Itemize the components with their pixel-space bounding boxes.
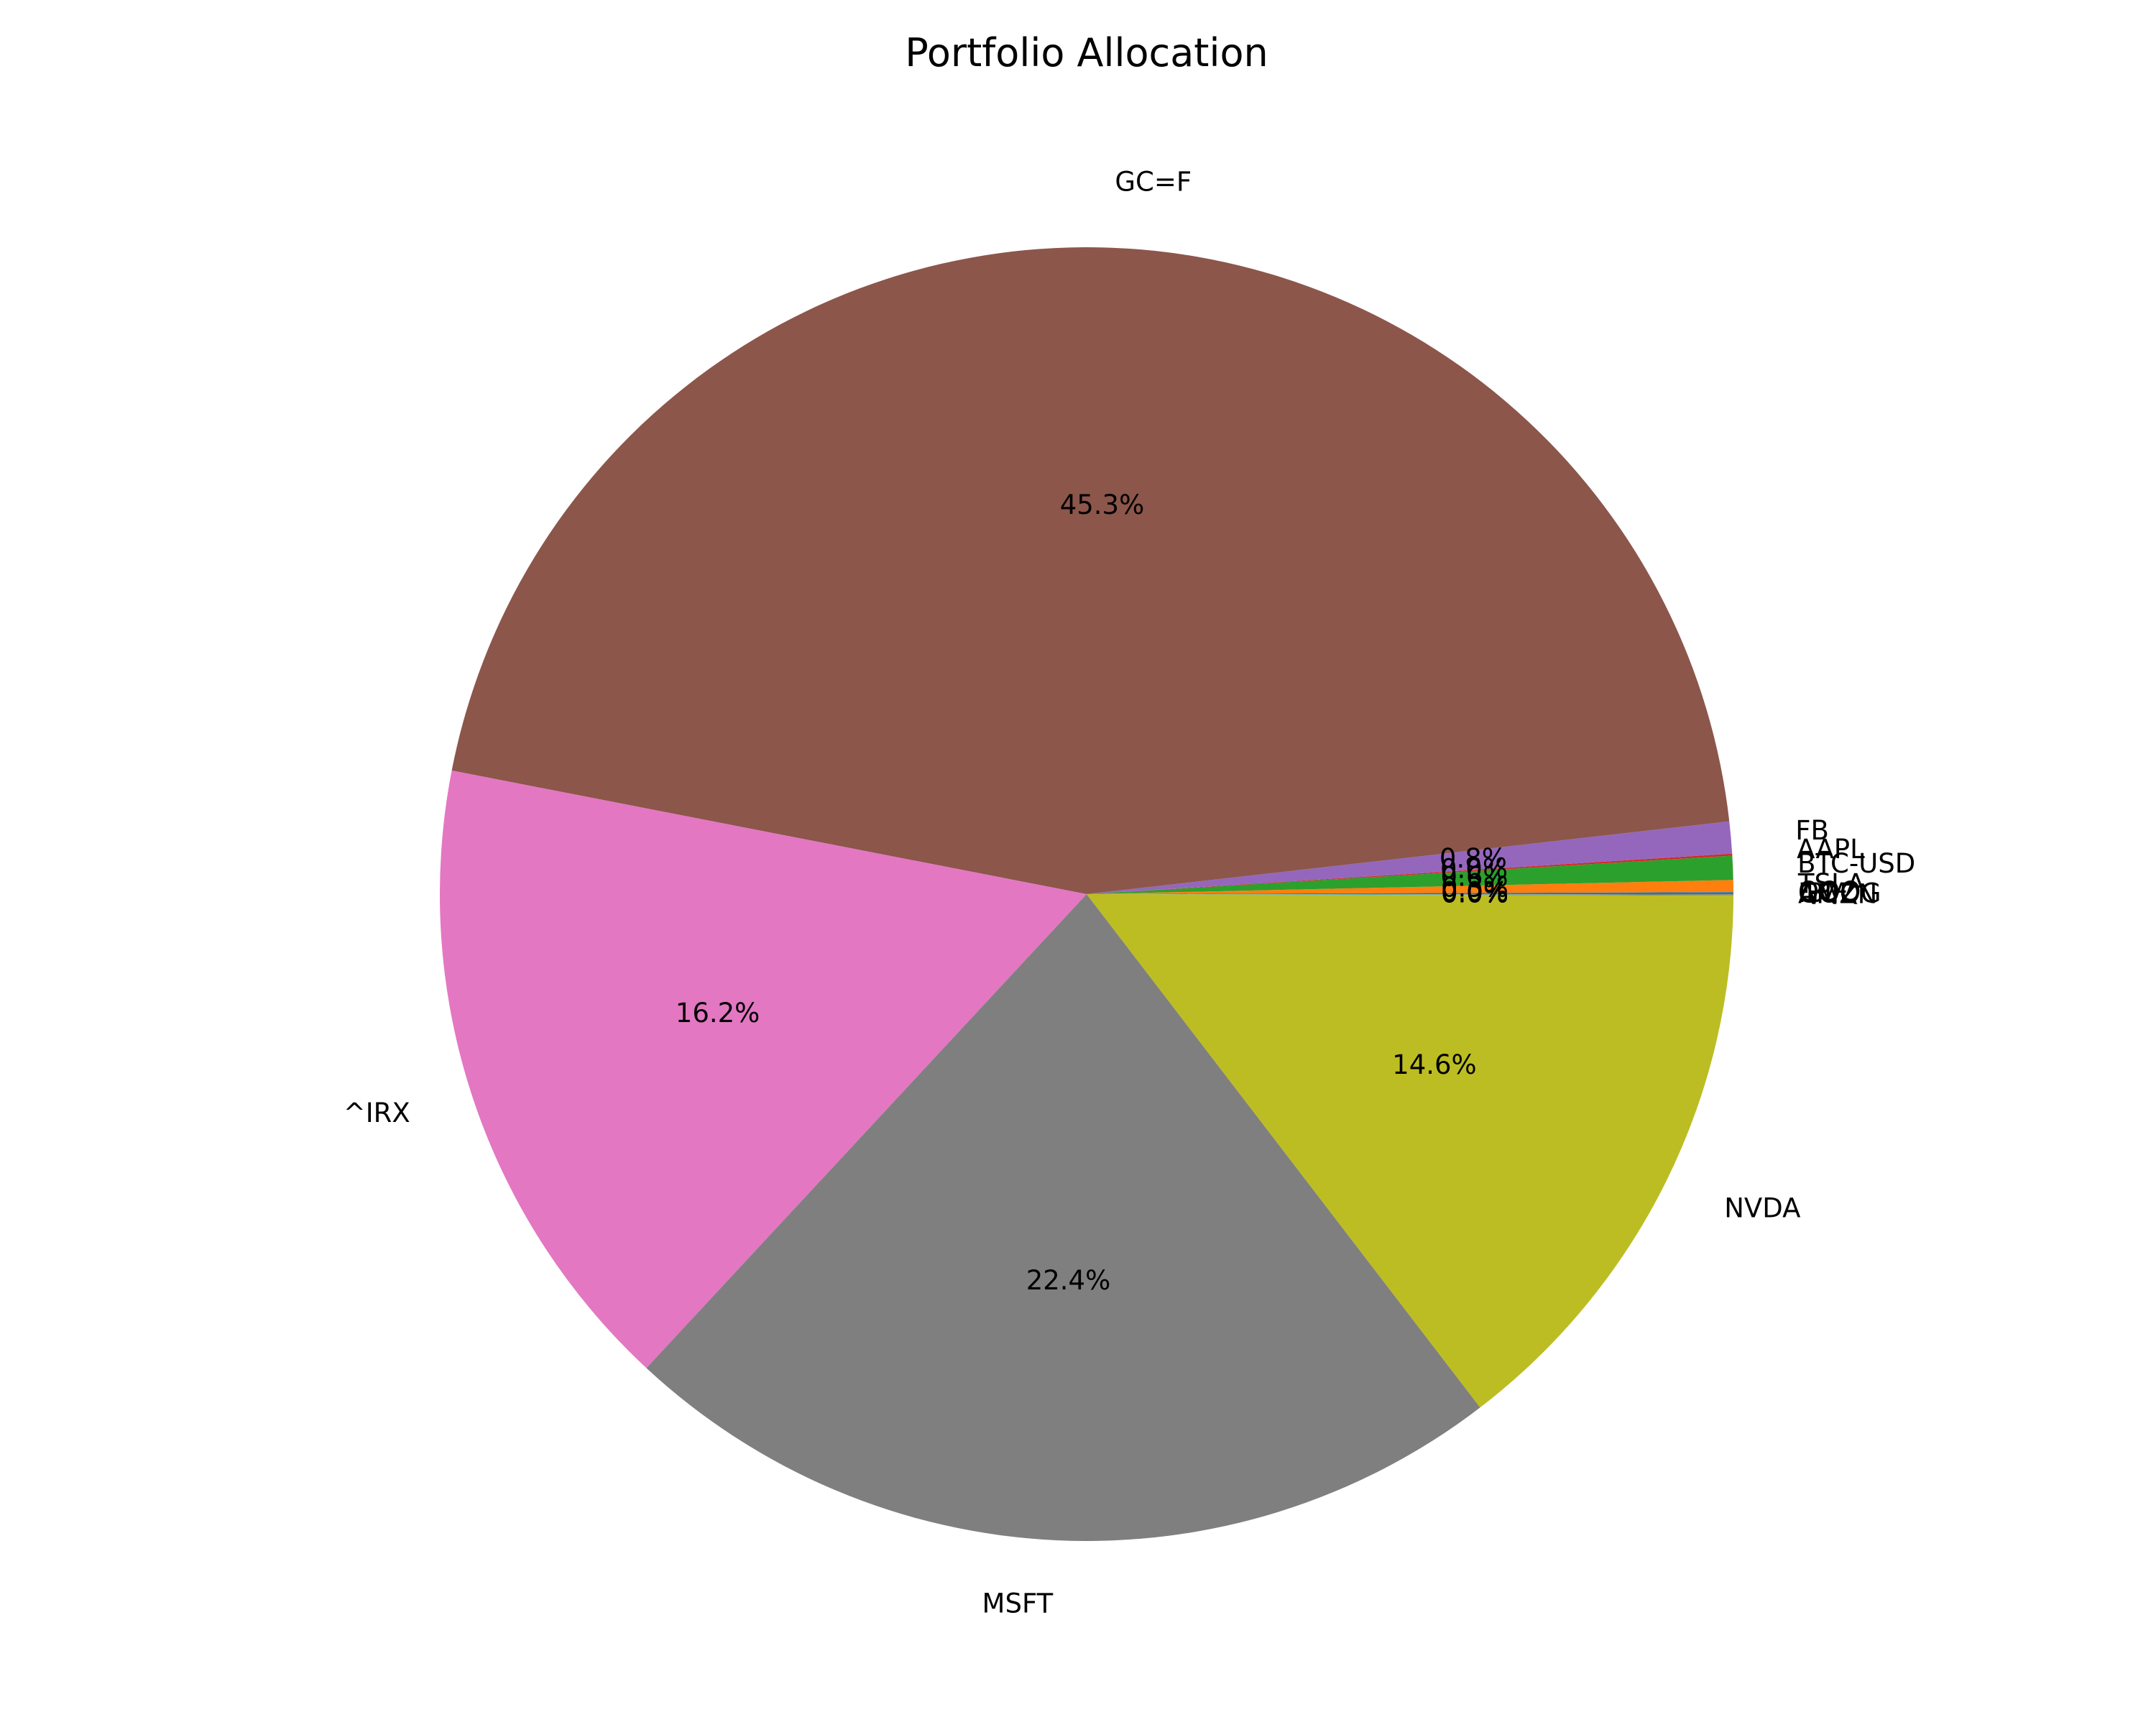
slice-percent-aapl: 0.0%: [1440, 854, 1508, 885]
slice-label-tsla: TSLA: [1797, 868, 1865, 899]
slice-label-goog: GOOG: [1798, 878, 1881, 908]
slice-label-aapl: AAPL: [1797, 834, 1865, 865]
slice-percent-ibm: 0.0%: [1441, 878, 1508, 908]
pie-percent-labels: 0.0%0.3%0.6%0.0%0.8%45.3%16.2%22.4%14.6%…: [676, 489, 1508, 1296]
slice-label-msft: MSFT: [982, 1588, 1054, 1619]
slice-label-amzn: AMZN: [1798, 878, 1877, 909]
slice-percent-tsla: 0.3%: [1441, 873, 1508, 903]
slice-label-btc-usd: BTC-USD: [1797, 848, 1915, 879]
pie-slice-gc-f: [451, 247, 1730, 894]
pie-slices: [440, 247, 1733, 1541]
pie-slice-nvda: [1087, 894, 1733, 1408]
slice-percent-fb: 0.8%: [1439, 843, 1507, 874]
slice-percent-irx: 16.2%: [676, 998, 760, 1029]
slice-label-qqq: QQQ: [1798, 876, 1861, 907]
slice-label-fb: FB: [1795, 815, 1829, 846]
slice-percent-goog: 0.0%: [1441, 878, 1508, 908]
slice-label-nvda: NVDA: [1724, 1193, 1800, 1224]
slice-percent-qqq: 0.0%: [1441, 877, 1508, 908]
pie-slice-ibm: [1087, 894, 1733, 895]
slice-label-gc-f: GC=F: [1115, 166, 1192, 197]
pie-slice-btc-usd: [1087, 855, 1733, 894]
pie-slice-qqq: [1087, 892, 1733, 894]
slice-percent-gc-f: 45.3%: [1060, 489, 1145, 520]
slice-label-ibm: IBM: [1798, 878, 1847, 908]
slice-percent-msft: 22.4%: [1026, 1265, 1111, 1296]
pie-slice-amzn: [1087, 894, 1733, 896]
chart-title: Portfolio Allocation: [905, 30, 1268, 75]
slice-percent-btc-usd: 0.6%: [1441, 862, 1508, 893]
pie-slice-msft: [646, 894, 1480, 1541]
slice-percent-nvda: 14.6%: [1392, 1049, 1477, 1080]
pie-slice-goog: [1087, 894, 1733, 896]
slice-label-irx: ^IRX: [344, 1098, 410, 1128]
slice-percent-amzn: 0.0%: [1441, 878, 1508, 909]
pie-slice-tsla: [1087, 880, 1733, 894]
pie-slice-fb: [1087, 821, 1733, 894]
pie-slice-irx: [440, 770, 1087, 1368]
pie-slice-aapl: [1087, 853, 1733, 894]
